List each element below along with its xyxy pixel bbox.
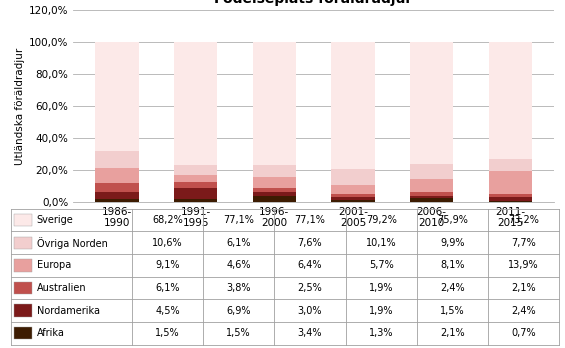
Text: Afrika: Afrika [37,328,64,338]
Bar [174,188,217,199]
Bar [253,192,296,196]
Text: 77,1%: 77,1% [223,215,254,225]
Text: 4,5%: 4,5% [155,306,180,316]
Bar [410,42,453,164]
Bar [489,201,532,202]
Bar [489,171,532,193]
Text: 2,5%: 2,5% [298,283,323,293]
Bar [331,42,375,168]
Text: 3,8%: 3,8% [227,283,251,293]
Text: 1,9%: 1,9% [369,283,393,293]
Bar [489,193,532,197]
Bar [331,200,375,202]
Bar [174,165,217,175]
Text: 5,7%: 5,7% [369,260,394,270]
Text: 7,6%: 7,6% [298,238,322,248]
Text: 1,3%: 1,3% [369,328,393,338]
Bar [253,196,296,202]
Text: 68,2%: 68,2% [152,215,183,225]
Text: 1,5%: 1,5% [440,306,465,316]
Bar [489,197,532,201]
Text: Övriga Norden: Övriga Norden [37,237,107,249]
Text: 2,1%: 2,1% [440,328,465,338]
Text: Europa: Europa [37,260,71,270]
Text: 3,4%: 3,4% [298,328,322,338]
Text: 1,5%: 1,5% [155,328,180,338]
Bar [253,42,296,165]
Text: 73,2%: 73,2% [508,215,539,225]
Text: 6,1%: 6,1% [155,283,180,293]
Text: 10,1%: 10,1% [366,238,397,248]
Text: 2,4%: 2,4% [511,306,536,316]
Bar [174,175,217,182]
Bar [253,177,296,188]
Text: 77,1%: 77,1% [294,215,325,225]
Text: 3,0%: 3,0% [298,306,322,316]
Bar [489,42,532,159]
Text: 79,2%: 79,2% [366,215,397,225]
Bar [95,192,138,199]
Bar [174,42,217,165]
Bar [95,151,138,168]
Text: 7,7%: 7,7% [511,238,536,248]
Bar [253,165,296,177]
Bar [410,164,453,179]
Text: 0,7%: 0,7% [511,328,536,338]
Text: 6,4%: 6,4% [298,260,322,270]
Text: 1,9%: 1,9% [369,306,393,316]
Bar [95,183,138,192]
Text: Sverige: Sverige [37,215,73,225]
Text: 1,5%: 1,5% [227,328,251,338]
Text: 6,9%: 6,9% [227,306,251,316]
Bar [410,196,453,198]
Text: 4,6%: 4,6% [227,260,251,270]
Bar [410,192,453,196]
Text: Australien: Australien [37,283,86,293]
Text: 2,4%: 2,4% [440,283,465,293]
Y-axis label: Utländska föräldradjur: Utländska föräldradjur [15,48,25,165]
Bar [489,159,532,171]
Text: 13,9%: 13,9% [508,260,539,270]
Bar [410,179,453,192]
Text: 2,1%: 2,1% [511,283,536,293]
Bar [95,42,138,151]
Bar [174,199,217,202]
Bar [174,182,217,189]
Bar [95,168,138,183]
Text: 9,1%: 9,1% [155,260,180,270]
Text: 9,9%: 9,9% [440,238,465,248]
Title: Födelseplats föräldradjur: Födelseplats föräldradjur [215,0,412,7]
Bar [331,184,375,194]
Bar [95,199,138,202]
Bar [331,197,375,200]
Bar [253,188,296,192]
Text: 8,1%: 8,1% [440,260,465,270]
Text: 10,6%: 10,6% [152,238,183,248]
Bar [410,198,453,202]
Text: 75,9%: 75,9% [437,215,468,225]
Text: 6,1%: 6,1% [227,238,251,248]
Text: Nordamerika: Nordamerika [37,306,100,316]
Bar [331,168,375,184]
Bar [331,194,375,197]
